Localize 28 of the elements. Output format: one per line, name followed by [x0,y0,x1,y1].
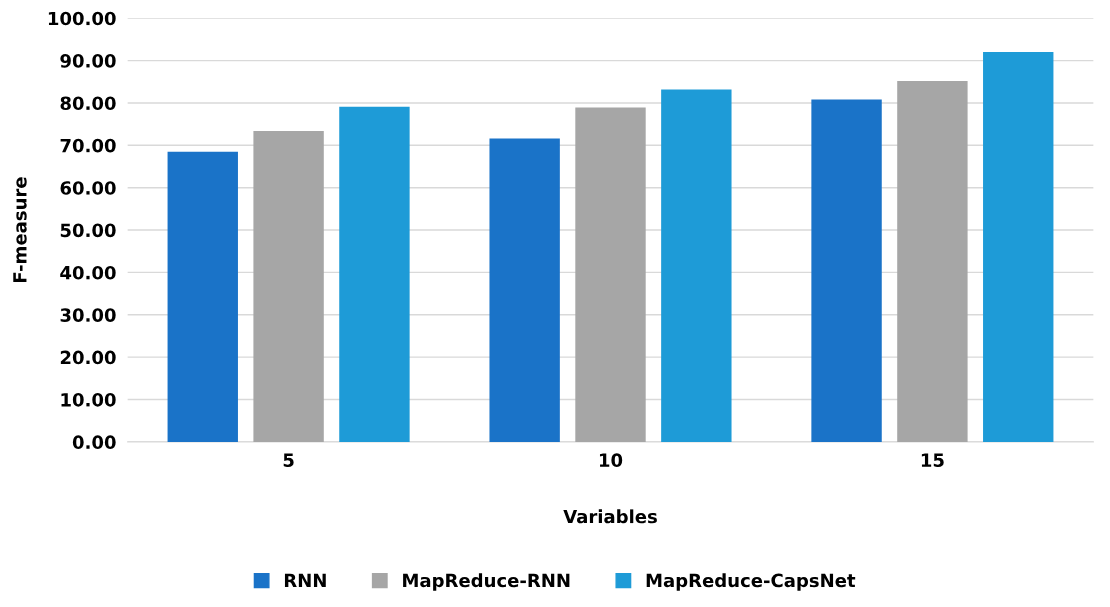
y-axis-title: F-measure [13,177,27,283]
y-tick-label: 70.00 [60,138,116,153]
y-tick-label: 20.00 [60,350,116,365]
x-axis-title: Variables [563,509,657,524]
y-tick-label: 100.00 [48,11,116,26]
y-tick-label: 50.00 [60,223,116,238]
y-tick-label: 80.00 [60,96,116,111]
x-tick-label: 5 [283,453,294,467]
y-tick-label: 90.00 [60,54,116,68]
y-tick-label: 10.00 [61,392,116,407]
legend-label: MapReduce-RNN [403,573,570,591]
bar [575,107,646,442]
y-tick-label: 30.00 [60,308,116,322]
bar [661,89,732,442]
x-tick-label: 15 [921,453,944,467]
legend-label: MapReduce-CapsNet [646,573,856,591]
y-tick-label: 0.00 [72,435,116,450]
legend-label: RNN [284,573,326,587]
bar [897,80,968,442]
bar [339,106,410,442]
bar [811,99,882,442]
bar [253,130,324,442]
bar [489,138,560,442]
bar [983,52,1054,442]
y-tick-label: 60.00 [60,181,116,195]
x-tick-label: 10 [599,453,623,467]
bar [167,151,238,442]
y-tick-label: 40.00 [60,265,116,280]
